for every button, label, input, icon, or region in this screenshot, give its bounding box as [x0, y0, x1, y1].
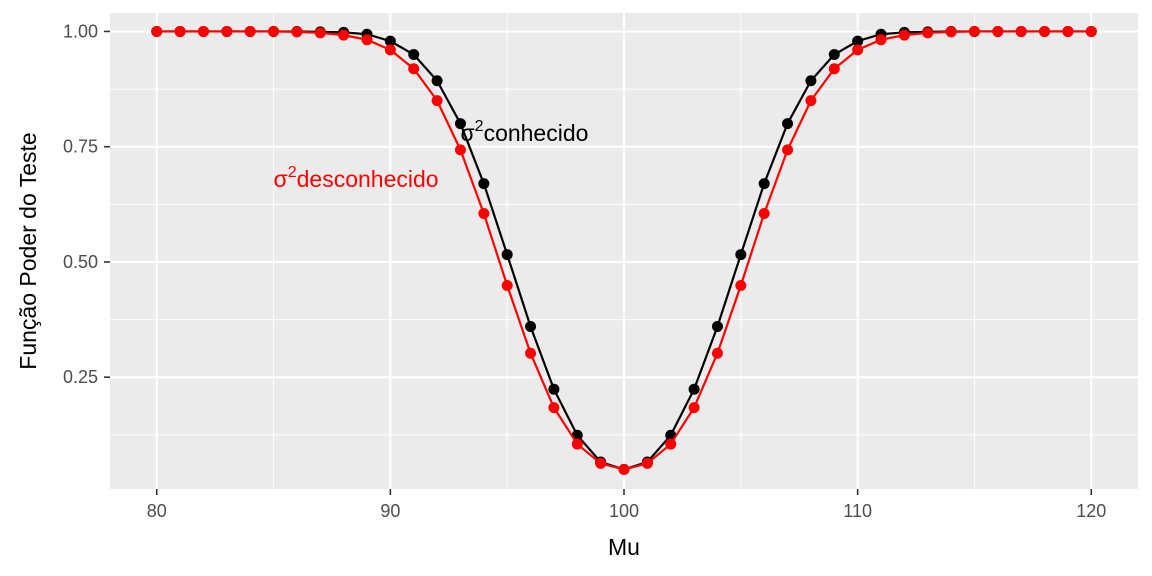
data-point: [945, 26, 957, 38]
data-point: [758, 208, 770, 220]
grid: [110, 13, 1138, 489]
series-1: [151, 25, 1097, 475]
annotation-label: σ2desconhecido: [274, 164, 439, 192]
data-point: [758, 178, 770, 190]
data-point: [431, 95, 443, 107]
data-point: [922, 27, 934, 39]
data-point: [1039, 25, 1051, 37]
data-point: [501, 279, 513, 291]
data-point: [525, 320, 537, 332]
data-point: [384, 44, 396, 56]
data-point: [408, 63, 420, 75]
x-tick-label: 80: [147, 501, 167, 521]
y-tick-label: 0.50: [63, 252, 98, 272]
data-point: [711, 320, 723, 332]
data-point: [268, 25, 280, 37]
x-axis-title: Mu: [608, 534, 640, 560]
data-point: [291, 26, 303, 38]
data-point: [338, 29, 350, 41]
data-point: [151, 25, 163, 37]
data-point: [431, 75, 443, 87]
data-point: [384, 35, 396, 47]
data-point: [221, 25, 233, 37]
data-point: [174, 25, 186, 37]
data-point: [197, 25, 209, 37]
data-point: [1062, 25, 1074, 37]
data-point: [828, 63, 840, 75]
data-point: [454, 144, 466, 156]
data-point: [665, 438, 677, 450]
data-point: [735, 279, 747, 291]
data-point: [828, 48, 840, 60]
data-point: [898, 29, 910, 41]
x-tick-label: 110: [843, 501, 872, 521]
data-point: [875, 34, 887, 46]
data-point: [454, 118, 466, 130]
y-tick-label: 0.75: [63, 137, 98, 157]
x-tick-label: 120: [1076, 501, 1106, 521]
data-point: [782, 144, 794, 156]
data-point: [782, 118, 794, 130]
axes: 80 90 100 110 120 0.25 0.50 0.75 1.00: [63, 21, 1106, 521]
annotation-label: σ2conhecido: [460, 118, 588, 146]
data-point: [805, 75, 817, 87]
annotation-layer: σ2conhecido σ2desconhecido: [274, 118, 589, 192]
data-point: [968, 25, 980, 37]
data-point: [618, 463, 630, 475]
data-point: [805, 95, 817, 107]
series-layer: [151, 25, 1097, 475]
data-point: [408, 48, 420, 60]
data-point: [548, 402, 560, 414]
data-point: [595, 457, 607, 469]
data-point: [571, 438, 583, 450]
data-point: [1085, 25, 1097, 37]
data-point: [688, 383, 700, 395]
x-tick-label: 90: [380, 501, 400, 521]
data-point: [641, 457, 653, 469]
data-point: [501, 249, 513, 261]
data-point: [711, 347, 723, 359]
data-point: [548, 383, 560, 395]
y-tick-label: 1.00: [63, 21, 98, 41]
data-point: [478, 208, 490, 220]
data-point: [244, 25, 256, 37]
y-tick-label: 0.25: [63, 367, 98, 387]
data-point: [992, 25, 1004, 37]
data-point: [735, 249, 747, 261]
data-point: [688, 402, 700, 414]
data-point: [525, 347, 537, 359]
data-point: [852, 35, 864, 47]
data-point: [852, 44, 864, 56]
data-point: [314, 27, 326, 39]
data-point: [478, 178, 490, 190]
data-point: [361, 34, 373, 46]
data-point: [1015, 25, 1027, 37]
y-axis-title: Função Poder do Teste: [15, 132, 41, 369]
x-tick-label: 100: [609, 501, 639, 521]
